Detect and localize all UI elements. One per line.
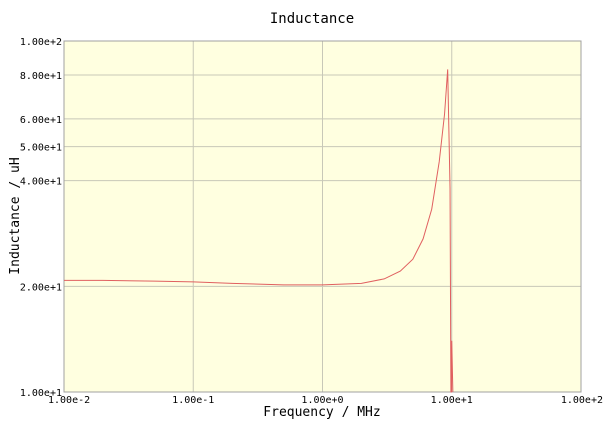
y-tick-label: 2.00e+1 bbox=[20, 282, 62, 293]
y-tick-label: 6.00e+1 bbox=[20, 115, 62, 126]
plot-frame bbox=[63, 40, 582, 393]
x-tick-label: 1.00e-2 bbox=[48, 395, 90, 406]
y-tick-label: 1.00e+2 bbox=[20, 37, 62, 48]
x-tick-label: 1.00e+0 bbox=[301, 395, 343, 406]
y-tick-label: 4.00e+1 bbox=[20, 177, 62, 188]
y-tick-label: 8.00e+1 bbox=[20, 71, 62, 82]
x-tick-labels: 1.00e-2 1.00e-1 1.00e+0 1.00e+1 1.00e+2 bbox=[48, 395, 603, 406]
x-tick-label: 1.00e-1 bbox=[172, 395, 214, 406]
x-axis-label: Frequency / MHz bbox=[263, 405, 380, 420]
x-tick-label: 1.00e+2 bbox=[561, 395, 603, 406]
y-axis-label: Inductance / uH bbox=[8, 157, 23, 274]
y-tick-labels: 1.00e+1 2.00e+1 4.00e+1 5.00e+1 6.00e+1 8.00e… bbox=[20, 37, 62, 399]
chart-title: Inductance bbox=[270, 11, 354, 27]
grid-lines bbox=[63, 40, 582, 393]
series-layer bbox=[64, 69, 454, 393]
x-tick-label: 1.00e+1 bbox=[431, 395, 473, 406]
inductance-series-line bbox=[64, 69, 454, 393]
y-tick-label: 1.00e+1 bbox=[20, 388, 62, 399]
y-tick-label: 5.00e+1 bbox=[20, 143, 62, 154]
